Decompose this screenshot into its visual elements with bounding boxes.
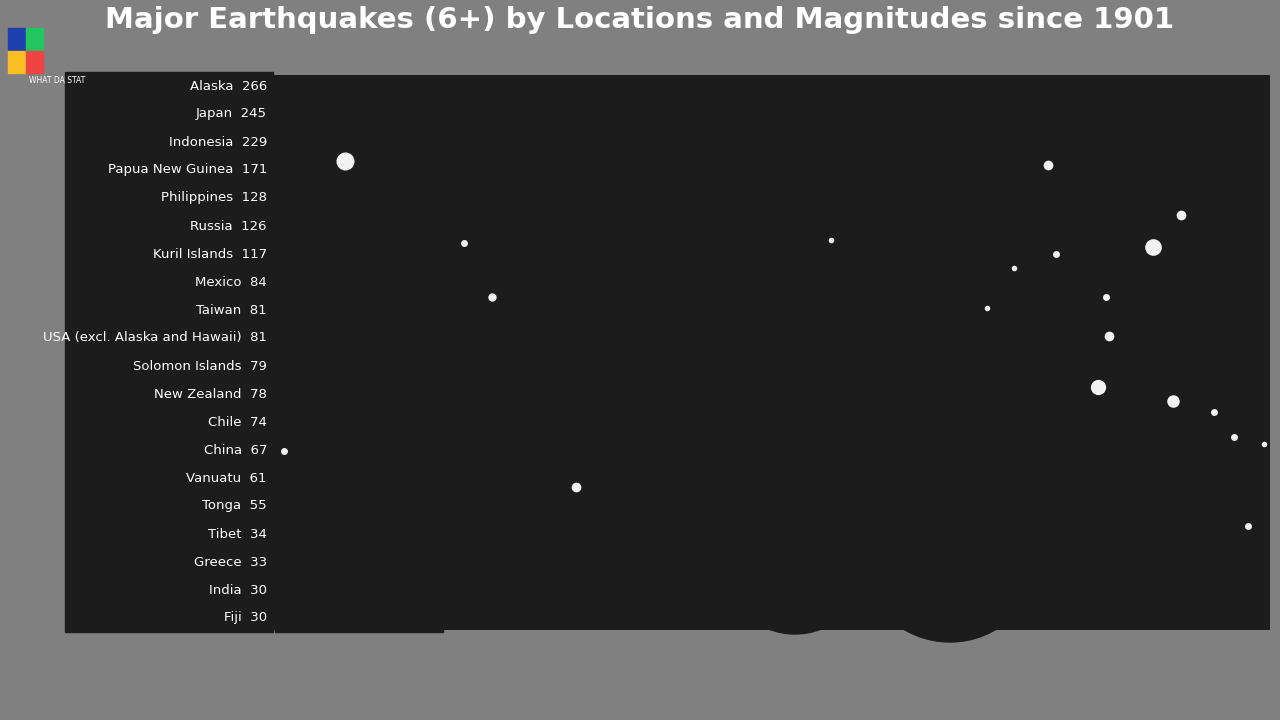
Text: 41: 41	[785, 577, 805, 590]
Text: 9+: 9+	[938, 516, 961, 531]
Text: New Zealand  78: New Zealand 78	[154, 387, 268, 400]
Bar	[26, 28, 44, 50]
Circle shape	[611, 513, 724, 627]
Circle shape	[723, 490, 867, 634]
Text: USA (excl. Alaska and Hawaii)  81: USA (excl. Alaska and Hawaii) 81	[44, 331, 268, 344]
Text: Indonesia  229: Indonesia 229	[169, 135, 268, 148]
Bar	[26, 51, 44, 73]
Circle shape	[516, 533, 604, 621]
Text: 6+: 6+	[548, 555, 572, 570]
Text: Philippines  128: Philippines 128	[161, 192, 268, 204]
Text: Papua New Guinea  171: Papua New Guinea 171	[108, 163, 268, 176]
Circle shape	[860, 462, 1039, 642]
Bar	[65, 72, 273, 632]
Text: Kuril Islands  117: Kuril Islands 117	[152, 248, 268, 261]
Text: 8+: 8+	[783, 531, 806, 546]
Text: 1: 1	[945, 572, 955, 586]
Text: 509: 509	[654, 580, 682, 594]
Text: 2,343: 2,343	[538, 583, 582, 597]
Text: Alaska  266: Alaska 266	[189, 79, 268, 92]
Text: India  30: India 30	[209, 583, 268, 596]
Text: Fiji  30: Fiji 30	[224, 611, 268, 624]
Bar	[8, 51, 26, 73]
Bar	[275, 514, 443, 632]
Text: Mexico  84: Mexico 84	[196, 276, 268, 289]
Text: 2,895: 2,895	[306, 582, 412, 616]
Bar	[8, 28, 26, 50]
Text: Tonga  55: Tonga 55	[202, 500, 268, 513]
Text: 1957: 1957	[301, 531, 417, 573]
Text: 7+: 7+	[657, 544, 680, 559]
Text: Vanuatu  61: Vanuatu 61	[187, 472, 268, 485]
Text: Solomon Islands  79: Solomon Islands 79	[133, 359, 268, 372]
Text: Major Earthquakes (6+) by Locations and Magnitudes since 1901: Major Earthquakes (6+) by Locations and …	[105, 6, 1175, 34]
Text: Russia  126: Russia 126	[191, 220, 268, 233]
Text: Chile  74: Chile 74	[209, 415, 268, 428]
Text: China  67: China 67	[204, 444, 268, 456]
Text: WHAT DA STAT: WHAT DA STAT	[29, 76, 86, 85]
Text: Japan  245: Japan 245	[196, 107, 268, 120]
Text: Greece  33: Greece 33	[193, 556, 268, 569]
Text: Taiwan  81: Taiwan 81	[196, 304, 268, 317]
Text: Tibet  34: Tibet 34	[209, 528, 268, 541]
